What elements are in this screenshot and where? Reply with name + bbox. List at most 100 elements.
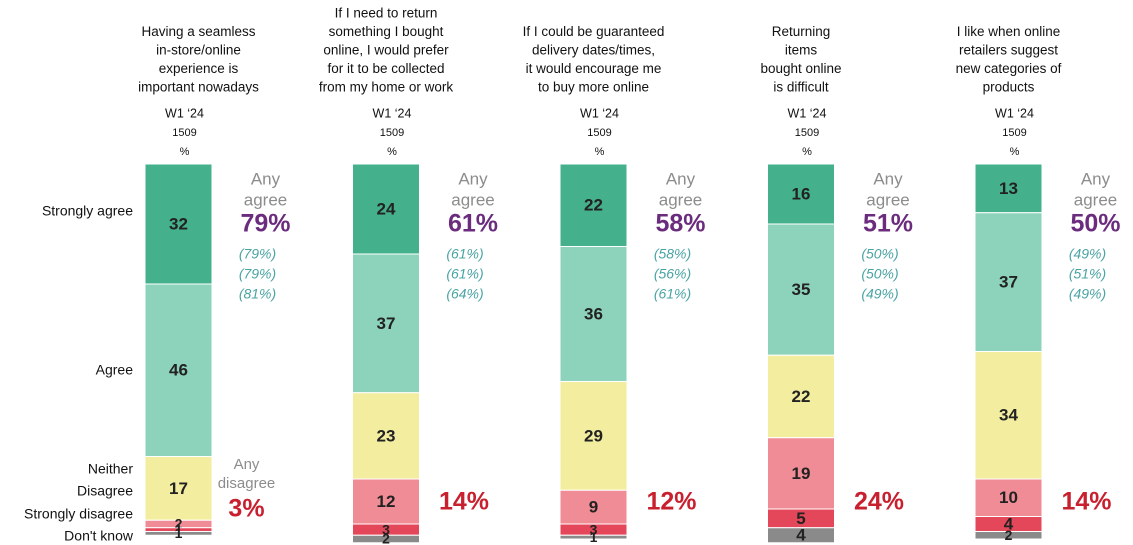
- segment-label: 36: [584, 304, 603, 323]
- any-agree-label: Any: [458, 169, 488, 188]
- trend-label: (49%): [1069, 286, 1106, 302]
- any-agree-value: 58%: [655, 210, 705, 238]
- column-title: bought online: [760, 61, 841, 76]
- segment-label: 13: [999, 179, 1018, 198]
- unit-label: %: [387, 146, 397, 158]
- row-label: Agree: [96, 362, 134, 378]
- any-disagree-label: disagree: [218, 475, 276, 492]
- trend-label: (64%): [446, 286, 483, 302]
- row-label: Strongly agree: [42, 203, 133, 219]
- bar-segment: [974, 212, 1043, 352]
- segment-label: 1: [175, 525, 183, 541]
- bar-segment: [559, 534, 628, 540]
- segment-label: 37: [377, 314, 396, 333]
- segment-label: 9: [589, 498, 598, 517]
- segment-label: 3: [382, 521, 390, 537]
- segment-label: 16: [792, 184, 811, 203]
- segment-label: 37: [999, 273, 1018, 292]
- column-title: is difficult: [773, 80, 829, 95]
- segment-label: 4: [796, 526, 806, 545]
- column-title: to buy more online: [538, 80, 649, 95]
- bar-segment: [974, 531, 1043, 540]
- segment-label: 1: [590, 529, 598, 545]
- wave-label: W1 ‘24: [788, 106, 827, 120]
- column-title: for it to be collected: [327, 61, 444, 76]
- bar-segment: [352, 534, 420, 544]
- bar-segment: [352, 392, 420, 480]
- bar-segment: [144, 163, 213, 285]
- any-agree-value: 61%: [448, 210, 498, 238]
- bar-segment: [767, 223, 835, 356]
- column-title: Returning: [772, 24, 831, 39]
- column-title: in-store/online: [156, 43, 241, 58]
- trend-label: (50%): [861, 246, 898, 262]
- column-title: new categories of: [956, 61, 1062, 76]
- segment-label: 2: [382, 531, 390, 545]
- bar-segment: [767, 354, 835, 439]
- bar-segment: [974, 163, 1043, 214]
- trend-label: (79%): [239, 246, 276, 262]
- segment-label: 4: [1004, 514, 1014, 533]
- segment-label: 3: [590, 521, 598, 537]
- bar-segment: [144, 531, 213, 536]
- column-title: Having a seamless: [141, 24, 255, 39]
- segment-label: 24: [377, 199, 396, 218]
- column-title: from my home or work: [319, 80, 454, 95]
- column-title: something I bought: [329, 24, 444, 39]
- trend-label: (49%): [1069, 246, 1106, 262]
- segment-label: 35: [792, 280, 811, 299]
- any-agree-label: agree: [1074, 190, 1117, 209]
- base-label: 1509: [380, 127, 404, 139]
- trend-label: (50%): [861, 266, 898, 282]
- bar-segment: [559, 163, 628, 247]
- any-agree-label: Any: [873, 169, 903, 188]
- segment-label: 2: [1005, 527, 1013, 543]
- segment-label: 2: [175, 516, 183, 532]
- bar-segment: [559, 381, 628, 491]
- segment-label: 10: [999, 488, 1018, 507]
- segment-label: 17: [169, 479, 188, 498]
- bar-segment: [974, 478, 1043, 517]
- wave-label: W1 ‘24: [995, 106, 1034, 120]
- any-agree-label: agree: [866, 190, 909, 209]
- wave-label: W1 ‘24: [580, 106, 619, 120]
- trend-label: (61%): [654, 286, 691, 302]
- any-agree-value: 50%: [1070, 210, 1120, 238]
- base-label: 1509: [1002, 127, 1026, 139]
- trend-label: (51%): [1069, 266, 1106, 282]
- wave-label: W1 ‘24: [373, 106, 412, 120]
- bar-segment: [559, 489, 628, 525]
- row-label: Strongly disagree: [24, 506, 133, 522]
- any-disagree-value: 14%: [1061, 488, 1111, 516]
- base-label: 1509: [587, 127, 611, 139]
- segment-label: 32: [169, 214, 188, 233]
- trend-label: (56%): [654, 266, 691, 282]
- trend-label: (61%): [446, 266, 483, 282]
- bar-segment: [144, 456, 213, 521]
- any-disagree-value: 24%: [854, 488, 904, 516]
- trend-label: (81%): [239, 286, 276, 302]
- bar-segment: [352, 478, 420, 525]
- any-disagree-value: 14%: [439, 488, 489, 516]
- segment-label: 5: [796, 509, 805, 528]
- any-agree-label: agree: [244, 190, 287, 209]
- base-label: 1509: [795, 127, 819, 139]
- segment-label: 34: [999, 406, 1018, 425]
- segment-label: 46: [169, 361, 188, 380]
- segment-label: 22: [584, 196, 603, 215]
- any-agree-label: agree: [659, 190, 702, 209]
- trend-label: (49%): [861, 286, 898, 302]
- row-label: Disagree: [77, 483, 133, 499]
- any-disagree-label: Any: [234, 456, 260, 473]
- bar-segment: [352, 253, 420, 394]
- row-label: Don't know: [64, 528, 134, 544]
- column-title: it would encourage me: [526, 61, 662, 76]
- bar-segment: [144, 283, 213, 457]
- segment-label: 1: [175, 521, 183, 537]
- any-agree-label: Any: [666, 169, 696, 188]
- unit-label: %: [595, 146, 605, 158]
- column-title: important nowadays: [138, 80, 259, 95]
- column-title: online, I would prefer: [323, 43, 449, 58]
- any-agree-label: agree: [451, 190, 494, 209]
